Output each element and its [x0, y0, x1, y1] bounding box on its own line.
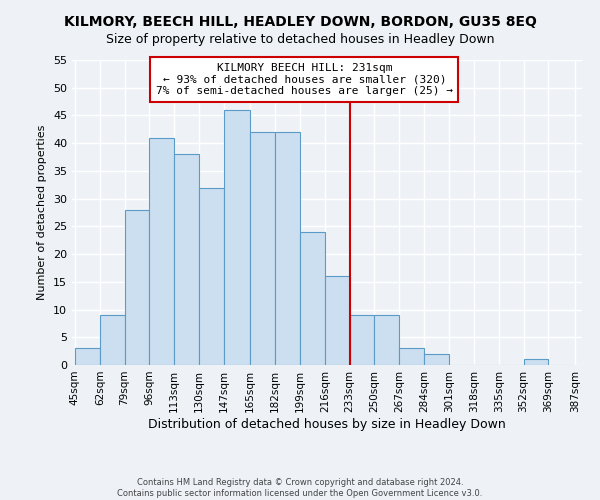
Bar — [300, 232, 325, 365]
Bar — [100, 315, 125, 365]
Bar — [149, 138, 174, 365]
Text: KILMORY, BEECH HILL, HEADLEY DOWN, BORDON, GU35 8EQ: KILMORY, BEECH HILL, HEADLEY DOWN, BORDO… — [64, 15, 536, 29]
Bar — [424, 354, 449, 365]
Text: Size of property relative to detached houses in Headley Down: Size of property relative to detached ho… — [106, 32, 494, 46]
Bar — [250, 132, 275, 365]
Bar — [400, 348, 424, 365]
Bar — [224, 110, 250, 365]
Text: KILMORY BEECH HILL: 231sqm
← 93% of detached houses are smaller (320)
7% of semi: KILMORY BEECH HILL: 231sqm ← 93% of deta… — [156, 63, 453, 96]
Bar — [199, 188, 224, 365]
Bar — [374, 315, 400, 365]
X-axis label: Distribution of detached houses by size in Headley Down: Distribution of detached houses by size … — [148, 418, 506, 430]
Bar — [325, 276, 350, 365]
Text: Contains HM Land Registry data © Crown copyright and database right 2024.
Contai: Contains HM Land Registry data © Crown c… — [118, 478, 482, 498]
Bar — [174, 154, 199, 365]
Bar — [350, 315, 374, 365]
Bar — [524, 360, 548, 365]
Bar — [275, 132, 300, 365]
Bar — [125, 210, 149, 365]
Y-axis label: Number of detached properties: Number of detached properties — [37, 125, 47, 300]
Bar — [75, 348, 100, 365]
